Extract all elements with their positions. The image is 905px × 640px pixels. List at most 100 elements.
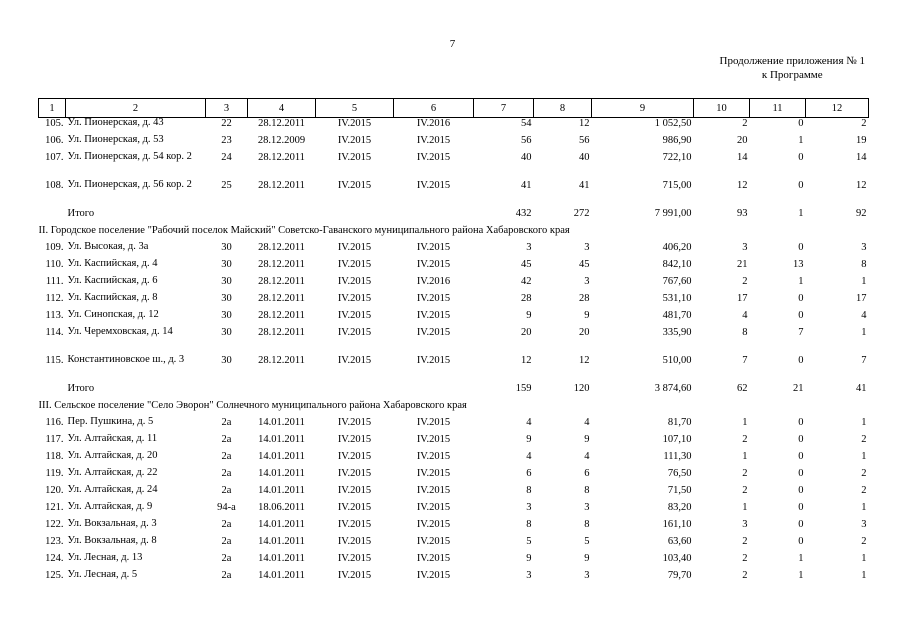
cell-name: Ул. Алтайская, д. 9	[67, 502, 153, 512]
cell-c7: 56	[521, 135, 532, 146]
cell-c5: IV.2015	[337, 180, 372, 191]
cell-c3: 23	[221, 135, 232, 146]
cell-c3: 30	[221, 310, 232, 321]
cell-c5: IV.2015	[337, 451, 372, 462]
cell-num: 117.	[45, 434, 64, 445]
cell-c3: 2а	[221, 451, 232, 462]
cell-c11: 1	[798, 135, 804, 146]
table-header-row: 1 2 3 4 5 6 7 8 9 10 11 12	[38, 98, 869, 118]
cell-c3: 2а	[221, 434, 232, 445]
cell-c10: 1	[742, 417, 748, 428]
cell-c3: 2а	[221, 468, 232, 479]
cell-name: Ул. Вокзальная, д. 3	[67, 519, 157, 529]
cell-c6: IV.2015	[416, 310, 451, 321]
cell-c11: 0	[798, 118, 804, 129]
cell-c4: 28.12.2011	[258, 259, 305, 270]
cell-name: Ул. Алтайская, д. 22	[67, 468, 158, 478]
cell-c8: 41	[579, 180, 590, 191]
cell-c6: IV.2015	[416, 259, 451, 270]
total-empty	[248, 383, 316, 400]
section-row: II. Городское поселение "Рабочий поселок…	[39, 225, 869, 242]
cell-c10: 12	[737, 180, 748, 191]
cell-c4: 14.01.2011	[258, 417, 305, 428]
cell-c8: 20	[579, 327, 590, 338]
total-label: Итого	[67, 208, 95, 219]
cell-name: Ул. Пионерская, д. 54 кор. 2	[67, 152, 192, 162]
cell-c8: 3	[584, 276, 590, 287]
cell-c12: 4	[861, 310, 867, 321]
cell-c11: 0	[798, 451, 804, 462]
cell-c6: IV.2015	[416, 451, 451, 462]
cell-c4: 28.12.2009	[257, 135, 306, 146]
cell-c11: 1	[798, 276, 804, 287]
cell-c7: 4	[526, 417, 532, 428]
cell-c5: IV.2015	[337, 276, 372, 287]
total-empty	[206, 383, 248, 400]
cell-c8: 5	[584, 536, 590, 547]
cell-name: Ул. Пионерская, д. 43	[67, 117, 164, 128]
cell-c9: 715,00	[662, 180, 692, 191]
total-spacer	[39, 208, 66, 225]
cell-c8: 12	[579, 118, 590, 129]
cell-c4: 28.12.2011	[258, 310, 305, 321]
cell-c6: IV.2015	[416, 485, 451, 496]
cell-c7: 9	[526, 553, 532, 564]
cell-c4: 28.12.2011	[258, 242, 305, 253]
total-empty	[394, 383, 474, 400]
cell-num: 109.	[45, 242, 64, 253]
cell-c11: 0	[798, 502, 804, 513]
cell-num: 118.	[45, 451, 64, 462]
cell-c12: 1	[861, 502, 867, 513]
cell-c8: 40	[579, 152, 590, 163]
cell-c12: 1	[861, 451, 867, 462]
cell-num: 107.	[45, 152, 64, 163]
cell-c7: 9	[526, 310, 532, 321]
cell-c5: IV.2015	[337, 468, 372, 479]
column-header-5: 5	[315, 98, 394, 118]
column-header-10: 10	[693, 98, 750, 118]
table-row: 112. Ул. Каспийская, д. 8 30 28.12.2011 IV.2…	[39, 293, 869, 310]
cell-name: Ул. Синопская, д. 12	[67, 310, 159, 320]
cell-c7: 54	[521, 118, 532, 129]
cell-c5: IV.2015	[337, 502, 372, 513]
table-row: 116. Пер. Пушкина, д. 5 2а 14.01.2011 IV.201…	[39, 417, 869, 434]
cell-c6: IV.2016	[416, 118, 451, 129]
cell-c4: 28.12.2011	[258, 293, 305, 304]
cell-c12: 17	[856, 293, 867, 304]
cell-c5: IV.2015	[337, 434, 372, 445]
cell-c4: 14.01.2011	[258, 553, 305, 564]
cell-c8: 3	[584, 570, 590, 581]
cell-c5: IV.2015	[337, 417, 372, 428]
cell-c4: 14.01.2011	[258, 434, 305, 445]
cell-c6: IV.2015	[416, 135, 451, 146]
cell-c5: IV.2015	[337, 152, 372, 163]
cell-c8: 9	[584, 553, 590, 564]
cell-c10: 1	[742, 502, 748, 513]
cell-c10: 1	[742, 451, 748, 462]
cell-c10: 14	[737, 152, 748, 163]
cell-c9: 986,90	[662, 135, 692, 146]
cell-c3: 25	[221, 180, 232, 191]
cell-c6: IV.2015	[416, 468, 451, 479]
cell-name: Ул. Высокая, д. 3а	[67, 242, 149, 252]
cell-c8: 8	[584, 485, 590, 496]
cell-c10: 2	[742, 570, 748, 581]
cell-c5: IV.2015	[337, 327, 372, 338]
table-row: 125. Ул. Лесная, д. 5 2а 14.01.2011 IV.2015 I…	[39, 570, 869, 587]
cell-name: Константиновское ш., д. 3	[67, 355, 185, 365]
cell-c7: 45	[521, 259, 532, 270]
cell-c9: 406,20	[662, 242, 692, 253]
cell-c7: 8	[526, 485, 532, 496]
cell-num: 124.	[45, 553, 64, 564]
cell-c4: 14.01.2011	[258, 519, 305, 530]
cell-c7: 12	[521, 355, 532, 366]
cell-c10: 17	[737, 293, 748, 304]
column-header-11: 11	[749, 98, 806, 118]
cell-c10: 3	[742, 242, 748, 253]
table-row: 120. Ул. Алтайская, д. 24 2а 14.01.2011 IV.2…	[39, 485, 869, 502]
table-row: 109. Ул. Высокая, д. 3а 30 28.12.2011 IV.201…	[39, 242, 869, 259]
cell-c11: 0	[798, 519, 804, 530]
cell-c9: 722,10	[662, 152, 692, 163]
appendix-note-line1: Продолжение приложения № 1	[719, 55, 865, 67]
total-c12: 92	[856, 208, 867, 219]
